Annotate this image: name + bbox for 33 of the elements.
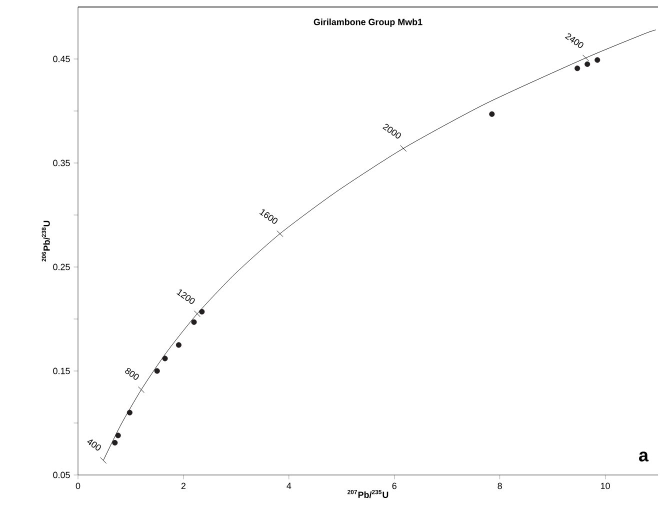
x-tick-label: 4 [286, 482, 292, 489]
y-axis-title: $^{206}$Pb/$^{238}$U [42, 220, 50, 262]
x-tick-label: 6 [392, 482, 396, 490]
annotation: 1600 [259, 210, 278, 224]
point [126, 410, 132, 416]
point [489, 111, 495, 117]
point [176, 342, 182, 348]
point [594, 57, 600, 63]
point [574, 66, 580, 72]
annotation: 400 [87, 440, 101, 450]
annotation: 2400 [564, 33, 584, 48]
y-tick-label: 0.35 [53, 160, 70, 166]
y-tick-label: 0.25 [53, 264, 70, 270]
point [199, 308, 205, 314]
x-tick-label: 8 [498, 482, 502, 490]
x-tick-label: 2 [181, 482, 186, 490]
y-tick-label: 0.05 [53, 472, 70, 478]
point [112, 440, 118, 446]
y-tick-label: 0.15 [53, 368, 70, 374]
x-axis-title: $^{207}$Pb/$^{235}$U [348, 490, 388, 498]
annotation: 2000 [382, 124, 401, 138]
text: Girilambone Group Mwb1 [314, 18, 422, 27]
point [584, 61, 590, 67]
x-tick-label: 10 [600, 482, 610, 490]
point [154, 368, 160, 374]
y-tick-label: 0.45 [53, 56, 70, 62]
annotation: 1200 [176, 290, 195, 304]
annotation: 800 [125, 368, 139, 380]
point [191, 319, 197, 325]
x-tick-label: 0 [76, 482, 80, 490]
point [115, 432, 121, 438]
point [162, 356, 168, 362]
annotation: a [639, 452, 649, 462]
